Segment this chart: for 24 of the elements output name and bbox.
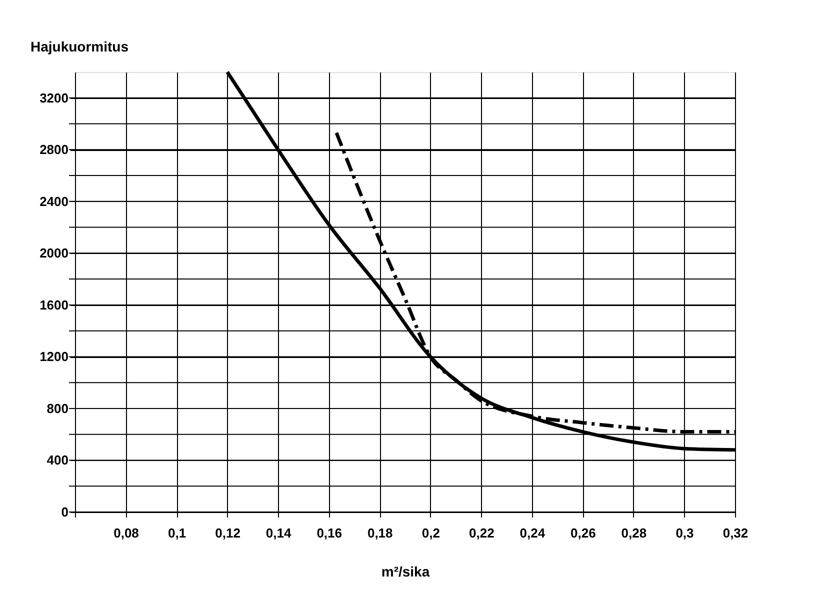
y-tick-label: 1600 xyxy=(40,297,68,312)
x-tick-label: 0,3 xyxy=(676,526,694,540)
y-tick-label: 3200 xyxy=(40,90,68,106)
x-tick-label: 0,24 xyxy=(520,526,546,540)
x-tick-label: 0,28 xyxy=(621,526,647,540)
x-tick-label: 0,22 xyxy=(469,526,494,540)
y-tick-label: 0 xyxy=(61,504,68,520)
y-tick-label: 2400 xyxy=(40,194,68,209)
x-tick-label: 0,08 xyxy=(114,526,139,540)
x-tick-label: 0,14 xyxy=(266,526,292,540)
y-tick-label: 2000 xyxy=(40,246,68,261)
x-tick-label: 0,18 xyxy=(367,526,393,540)
y-tick-label: 800 xyxy=(46,400,68,416)
y-axis-title: Hajukuormitus xyxy=(30,38,129,54)
x-tick-label: 0,26 xyxy=(570,526,596,540)
x-tick-label: 0,16 xyxy=(316,526,342,540)
x-tick-label: 0,1 xyxy=(168,526,186,540)
x-tick-label: 0,32 xyxy=(722,526,748,540)
x-tick-label: 0,2 xyxy=(422,526,440,540)
x-tick-label: 0,12 xyxy=(215,526,240,540)
y-tick-label: 2800 xyxy=(40,142,68,158)
y-tick-label: 400 xyxy=(46,452,68,468)
x-axis-title: m²/sika xyxy=(381,564,430,580)
y-tick-label: 1200 xyxy=(40,349,68,364)
